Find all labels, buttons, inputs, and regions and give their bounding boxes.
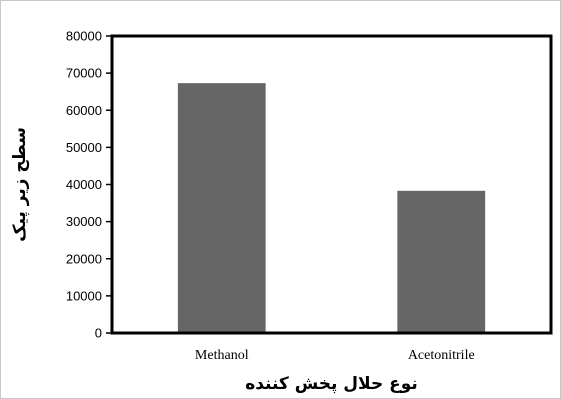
y-tick-label: 40000 — [66, 177, 102, 192]
y-tick-label: 50000 — [66, 140, 102, 155]
x-axis-title: نوع حلال پخش کننده — [245, 374, 418, 394]
y-tick-label: 60000 — [66, 103, 102, 118]
y-axis-ticks: 0 10000 20000 30000 40000 50000 60000 70000 8000… — [66, 29, 112, 341]
y-tick-label: 20000 — [66, 251, 102, 266]
category-label-acetonitrile: Acetonitrile — [408, 348, 475, 363]
category-label-methanol: Methanol — [195, 348, 249, 363]
y-tick-label: 70000 — [66, 66, 102, 81]
y-tick-label: 0 — [95, 326, 102, 341]
bar-acetonitrile — [397, 190, 486, 333]
bars-layer — [177, 83, 486, 334]
y-tick-label: 80000 — [66, 29, 102, 44]
y-tick-label: 10000 — [66, 288, 102, 303]
y-tick-label: 30000 — [66, 214, 102, 229]
x-axis-categories: Methanol Acetonitrile — [195, 348, 475, 363]
bar-methanol — [177, 83, 266, 334]
y-axis-title: سطح زیر پیک — [10, 127, 30, 242]
plot-frame — [110, 34, 553, 335]
